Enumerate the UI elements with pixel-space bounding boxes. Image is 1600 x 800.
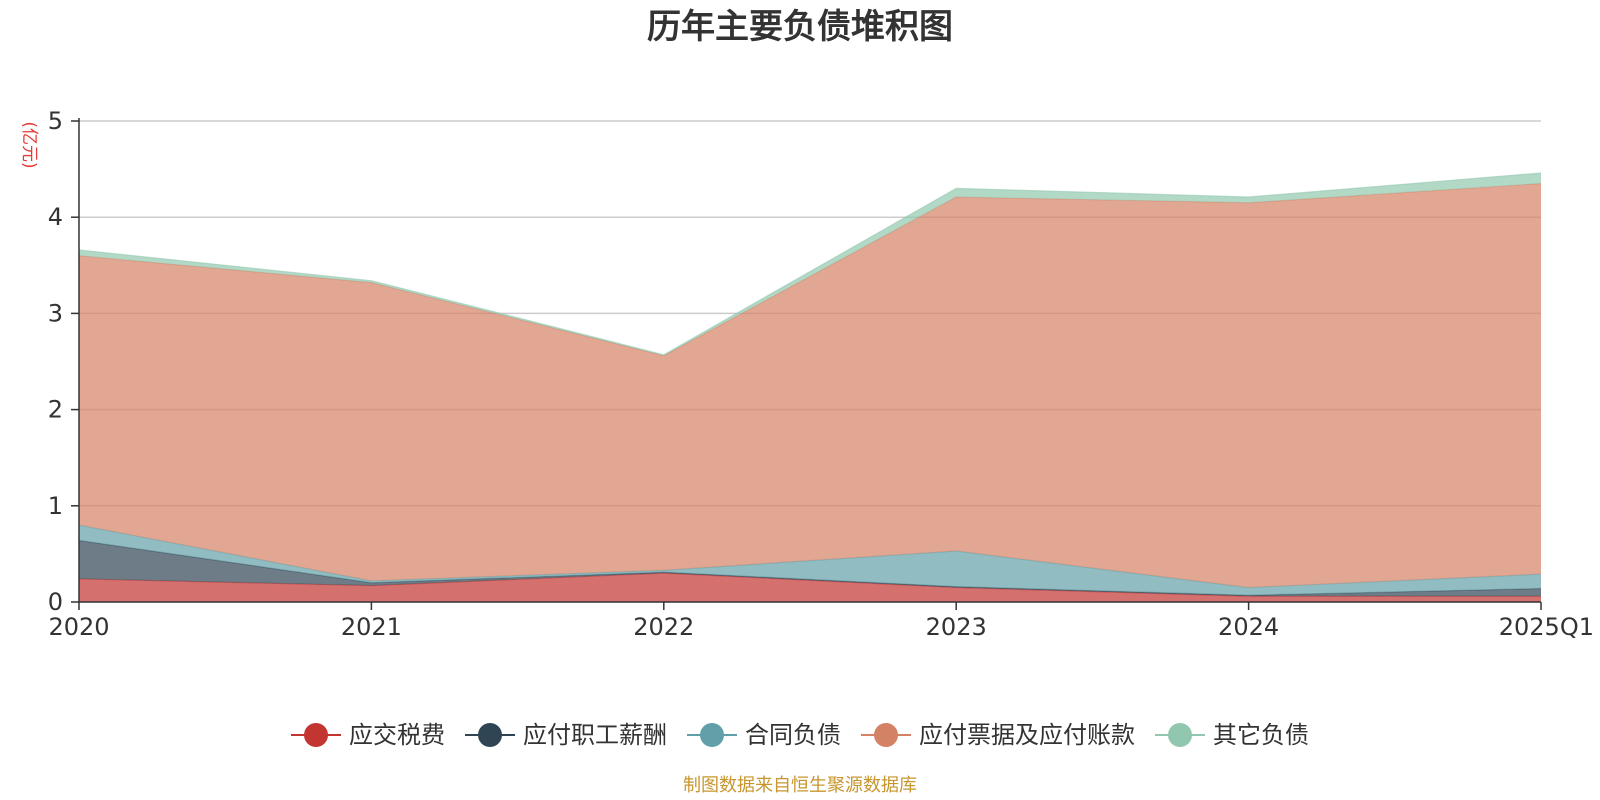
legend-label: 应付职工薪酬	[523, 721, 667, 749]
legend-circle-icon	[304, 723, 328, 747]
area-series-3	[79, 525, 1541, 596]
axes: 0 1 2 3 4 5 2020 2021 2022 2023 2024 2025Q1	[48, 107, 1594, 641]
x-tick-label: 2022	[633, 613, 694, 641]
legend-circle-icon	[874, 723, 898, 747]
legend[interactable]: 应交税费 应付职工薪酬 合同负债 应付票据及应付账款 其它负债	[291, 721, 1309, 749]
x-tick-label: 2023	[926, 613, 987, 641]
source-note: 制图数据来自恒生聚源数据库	[683, 775, 917, 796]
y-tick-label: 1	[48, 492, 63, 520]
x-tick-label: 2024	[1218, 613, 1279, 641]
y-axis-unit-label: (亿元)	[19, 121, 39, 168]
y-tick-label: 4	[48, 203, 63, 231]
chart-title: 历年主要负债堆积图	[647, 7, 953, 47]
series-line-5	[78, 172, 1542, 356]
legend-circle-icon	[478, 723, 502, 747]
legend-circle-icon	[700, 723, 724, 747]
area-series-4	[79, 183, 1541, 588]
legend-label: 应付票据及应付账款	[919, 721, 1135, 749]
legend-item-2[interactable]: 应付职工薪酬	[465, 721, 667, 749]
area-series-2	[79, 540, 1541, 597]
legend-item-1[interactable]: 应交税费	[291, 721, 445, 749]
legend-label: 合同负债	[745, 721, 841, 749]
legend-circle-icon	[1168, 723, 1192, 747]
legend-item-5[interactable]: 其它负债	[1155, 721, 1309, 749]
y-tick-label: 2	[48, 396, 63, 424]
y-tick-label: 0	[48, 588, 63, 616]
legend-label: 应交税费	[349, 721, 445, 749]
y-tick-label: 3	[48, 299, 63, 327]
x-tick-label: 2020	[48, 613, 109, 641]
x-tick-label: 2025Q1	[1499, 613, 1594, 641]
legend-item-3[interactable]: 合同负债	[687, 721, 841, 749]
x-tick-label: 2021	[341, 613, 402, 641]
area-series-1	[79, 573, 1541, 602]
area-series-5	[79, 172, 1541, 356]
y-tick-label: 5	[48, 107, 63, 135]
legend-label: 其它负债	[1213, 721, 1309, 749]
legend-item-4[interactable]: 应付票据及应付账款	[861, 721, 1135, 749]
area-series	[78, 172, 1542, 602]
